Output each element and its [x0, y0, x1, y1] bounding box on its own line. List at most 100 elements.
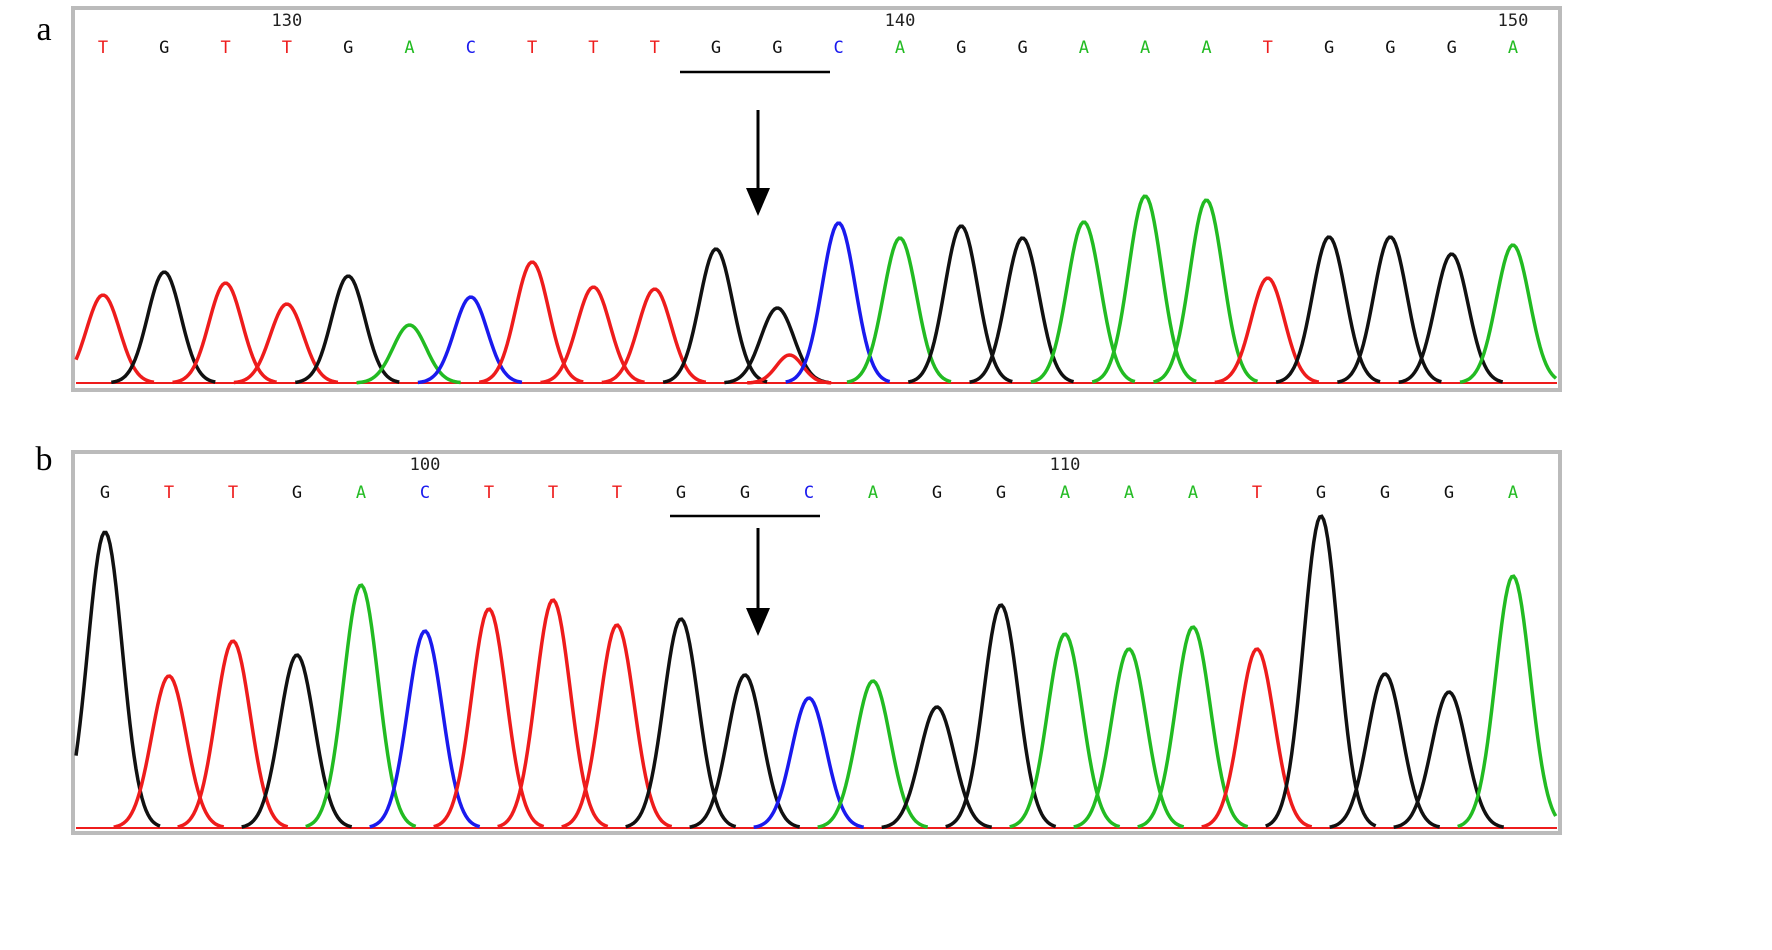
secondary-peak — [747, 353, 832, 385]
trace-peak — [1091, 194, 1197, 384]
trace-peak — [1459, 243, 1558, 384]
base-call: A — [1079, 38, 1089, 58]
base-call: A — [1140, 38, 1150, 58]
base-call: A — [868, 483, 878, 503]
base-call: T — [548, 483, 558, 503]
trace-peak — [356, 323, 461, 385]
trace-peak — [540, 285, 645, 385]
trace-peak — [1265, 514, 1377, 828]
base-call: G — [1444, 483, 1454, 503]
trace-peak — [1329, 672, 1441, 829]
base-call: G — [932, 483, 942, 503]
trace-peak — [1393, 690, 1505, 829]
base-call: G — [1324, 38, 1334, 58]
trace-peak — [625, 617, 737, 829]
base-call: G — [676, 483, 686, 503]
trace-peak — [907, 224, 1013, 384]
trace-peak — [478, 260, 584, 385]
trace-peak — [1073, 647, 1185, 829]
trace-peak — [881, 705, 993, 830]
base-call: T — [1263, 38, 1273, 58]
position-number: 130 — [272, 11, 303, 31]
base-call: T — [228, 483, 238, 503]
trace-peak — [1201, 647, 1313, 829]
arrow-head — [746, 608, 770, 636]
base-call: G — [1316, 483, 1326, 503]
base-call: G — [1385, 38, 1395, 58]
trace-peak — [113, 674, 225, 829]
trace-peak — [177, 639, 289, 829]
trace-peak — [689, 673, 801, 829]
trace-peak — [846, 236, 952, 384]
position-number: 150 — [1498, 11, 1529, 31]
base-call: G — [159, 38, 169, 58]
trace-peak — [1214, 276, 1320, 385]
trace-peak — [497, 598, 609, 829]
trace-peak — [305, 583, 417, 829]
base-call: C — [804, 483, 814, 503]
base-call: A — [404, 38, 414, 58]
base-call: G — [740, 483, 750, 503]
base-call: C — [834, 38, 844, 58]
base-call: T — [527, 38, 537, 58]
trace-peak — [753, 696, 864, 829]
trace-peak — [172, 281, 277, 385]
base-call: T — [588, 38, 598, 58]
base-call: A — [1508, 38, 1518, 58]
position-number: 140 — [885, 11, 916, 31]
base-call: T — [484, 483, 494, 503]
trace-peak — [945, 603, 1057, 829]
trace-peak — [969, 236, 1075, 384]
panel-label: b — [36, 441, 53, 478]
trace-peak — [817, 679, 929, 829]
trace-peak — [1337, 235, 1442, 384]
arrow-head — [746, 188, 770, 216]
base-call: G — [1447, 38, 1457, 58]
base-call: T — [220, 38, 230, 58]
panel-label: a — [36, 11, 51, 48]
position-number: 110 — [1050, 455, 1081, 475]
base-call: A — [1201, 38, 1211, 58]
trace-peak — [1398, 252, 1504, 384]
base-call: A — [895, 38, 905, 58]
trace-peak — [785, 221, 891, 384]
base-call: A — [1060, 483, 1070, 503]
base-call: G — [100, 483, 110, 503]
base-call: A — [1508, 483, 1518, 503]
base-call: T — [282, 38, 292, 58]
base-call: C — [466, 38, 476, 58]
trace-peak — [561, 623, 673, 829]
base-call: T — [98, 38, 108, 58]
base-call: G — [772, 38, 782, 58]
base-call: C — [420, 483, 430, 503]
trace-peak — [601, 287, 707, 385]
base-call: T — [650, 38, 660, 58]
base-call: A — [1188, 483, 1198, 503]
trace-peak — [369, 629, 481, 829]
trace-peak — [1009, 632, 1121, 829]
base-call: G — [711, 38, 721, 58]
trace-peak — [417, 295, 523, 385]
trace-peak — [433, 607, 545, 829]
base-call: G — [343, 38, 353, 58]
base-call: A — [1124, 483, 1134, 503]
trace-peak — [1137, 625, 1249, 829]
base-call: T — [612, 483, 622, 503]
base-call: T — [1252, 483, 1262, 503]
trace-peak — [74, 293, 155, 384]
base-call: G — [956, 38, 966, 58]
position-number: 100 — [410, 455, 441, 475]
base-call: G — [996, 483, 1006, 503]
trace-peak — [74, 530, 161, 828]
trace-peak — [111, 270, 216, 385]
trace-peak — [241, 653, 353, 829]
trace-peak — [1275, 235, 1381, 384]
trace-peak — [1457, 574, 1558, 829]
base-call: T — [164, 483, 174, 503]
trace-peak — [233, 302, 339, 385]
trace-peak — [1030, 220, 1136, 384]
base-call: G — [1380, 483, 1390, 503]
base-call: G — [1017, 38, 1027, 58]
base-call: G — [292, 483, 302, 503]
